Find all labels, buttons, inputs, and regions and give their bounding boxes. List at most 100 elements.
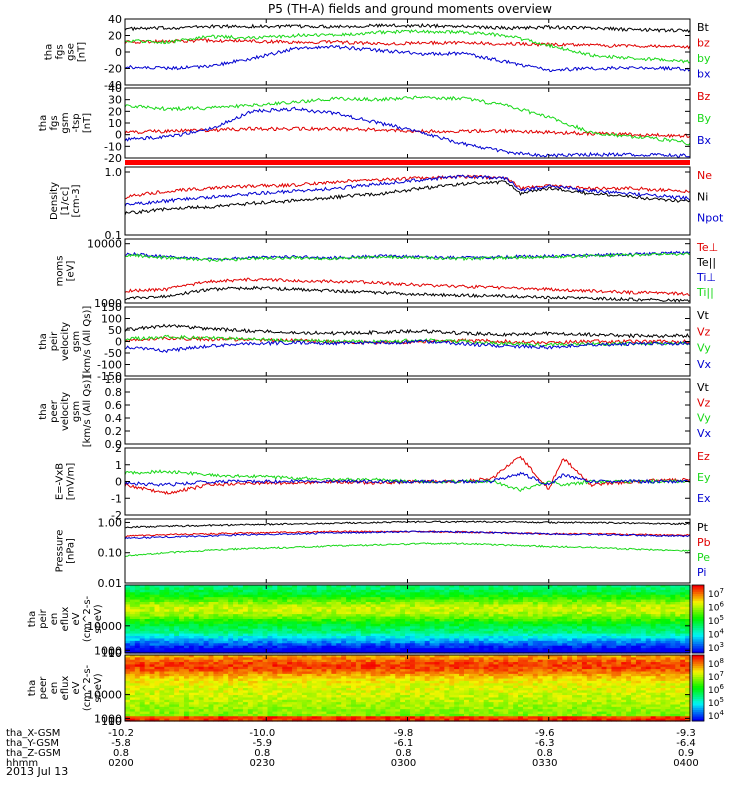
legend-Bt: Bt (697, 21, 710, 34)
y-axis-label-line: [eV] (66, 261, 77, 282)
y-tick-label: -20 (104, 152, 122, 165)
legend-Vt: Vt (697, 309, 710, 322)
y-axis-label-line: gsm (71, 401, 82, 422)
panel-frame (125, 519, 690, 583)
y-tick-label: 10000 (87, 238, 122, 251)
y-tick-label: 40 (108, 13, 122, 26)
panel8: 1.00 0.10 0.01 Pressure[nPa] Pt Pb Pe Pi (55, 516, 711, 590)
legend-Pi: Pi (697, 566, 706, 579)
y-tick-label: 0 (115, 476, 122, 489)
y-axis-label-line: gsm (71, 331, 82, 352)
y-axis-label-line: gsm (60, 112, 71, 133)
legend-Te||: Te|| (696, 256, 716, 269)
y-axis-label-line: (cm^2-s- (82, 595, 93, 642)
y-axis-label-line: velocity (60, 392, 71, 431)
page-title: P5 (TH-A) fields and ground moments over… (268, 2, 552, 16)
legend-Npot: Npot (697, 212, 724, 225)
y-axis-label-line: E=-VxB (55, 463, 66, 500)
legend-Pt: Pt (697, 521, 709, 534)
legend-Pe: Pe (697, 551, 710, 564)
y-tick-label: 10 (108, 647, 122, 660)
y-axis-label-line: [km/s (All Qs)] (82, 306, 93, 378)
y-axis-label-line: [km/s (All Qs)] (82, 376, 93, 448)
y-axis-label: moms[eV] (55, 256, 77, 287)
legend-Pb: Pb (697, 536, 711, 549)
y-tick-label: 1.0 (105, 166, 123, 179)
legend-Ne: Ne (697, 169, 712, 182)
series-line-bx (125, 46, 690, 72)
legend-Bz: Bz (697, 90, 711, 103)
y-tick-label: 1.00 (98, 516, 123, 529)
y-axis-label-line: Density (49, 182, 60, 220)
y-axis-label-line: [cm-3] (71, 184, 82, 217)
y-axis-label-line: [nT] (82, 113, 93, 133)
panel-frame (125, 379, 690, 444)
y-axis-label-line: tha (38, 403, 49, 419)
y-tick-label: 0.01 (98, 577, 123, 590)
colorbar-tick-label: 107 (708, 587, 724, 600)
y-tick-label: 1.0 (105, 373, 123, 386)
series-line-Vt (125, 325, 690, 338)
y-tick-label: 2 (115, 442, 122, 455)
panel-frame (125, 239, 690, 303)
panel-frame (125, 88, 690, 158)
series-line-By (125, 96, 690, 145)
y-axis-label-line: [nT] (77, 42, 88, 62)
y-tick-label: 0 (115, 46, 122, 59)
y-axis-label-line: sr-eV) (93, 604, 104, 633)
colorbar-tick-label: 103 (708, 641, 724, 654)
legend-Te⊥: Te⊥ (696, 241, 718, 254)
y-tick-label: -1 (111, 492, 122, 505)
y-tick-label: 0.6 (105, 399, 123, 412)
series-line-bz (125, 39, 690, 48)
legend-Vz: Vz (697, 325, 711, 338)
y-axis-label-line: eflux (60, 607, 71, 632)
y-tick-label: 0.2 (105, 425, 123, 438)
y-axis-label-line: en (49, 613, 60, 626)
series-line-Te⊥ (125, 278, 690, 295)
y-axis-label-line: tha (44, 44, 55, 60)
y-tick-label: 0.8 (105, 386, 123, 399)
y-axis-label-line: Pressure (55, 530, 66, 573)
y-axis-label-line: velocity (60, 322, 71, 361)
y-tick-label: -20 (104, 63, 122, 76)
legend-Vy: Vy (697, 342, 711, 355)
series-line-Bx (125, 107, 690, 157)
legend-Bx: Bx (697, 134, 712, 147)
y-axis-label-line: [nPa] (66, 538, 77, 564)
legend-Ni: Ni (697, 190, 708, 203)
legend-Ey: Ey (697, 471, 711, 484)
y-tick-label: 0.10 (98, 547, 123, 560)
legend-By: By (697, 112, 712, 125)
y-axis-label: E=-VxB[mV/m] (55, 463, 77, 501)
legend-by: by (697, 52, 711, 65)
y-axis-label-line: peir (38, 608, 49, 628)
y-axis-label-line: fgs (49, 115, 60, 130)
legend-Vt: Vt (697, 381, 710, 394)
legend-Vx: Vx (697, 358, 712, 371)
y-axis-label-line: [1/cc] (60, 187, 71, 216)
series-line-Ez (125, 457, 690, 494)
legend-Ex: Ex (697, 492, 711, 505)
y-axis-label-line: tha (27, 611, 38, 627)
legend-bz: bz (697, 37, 710, 50)
colorbar-tick-label: 104 (708, 628, 724, 641)
series-line-Ne (125, 175, 690, 199)
y-axis-label-line: tha (38, 333, 49, 349)
legend-Vx: Vx (697, 427, 712, 440)
y-axis-label-line: tha (38, 115, 49, 131)
